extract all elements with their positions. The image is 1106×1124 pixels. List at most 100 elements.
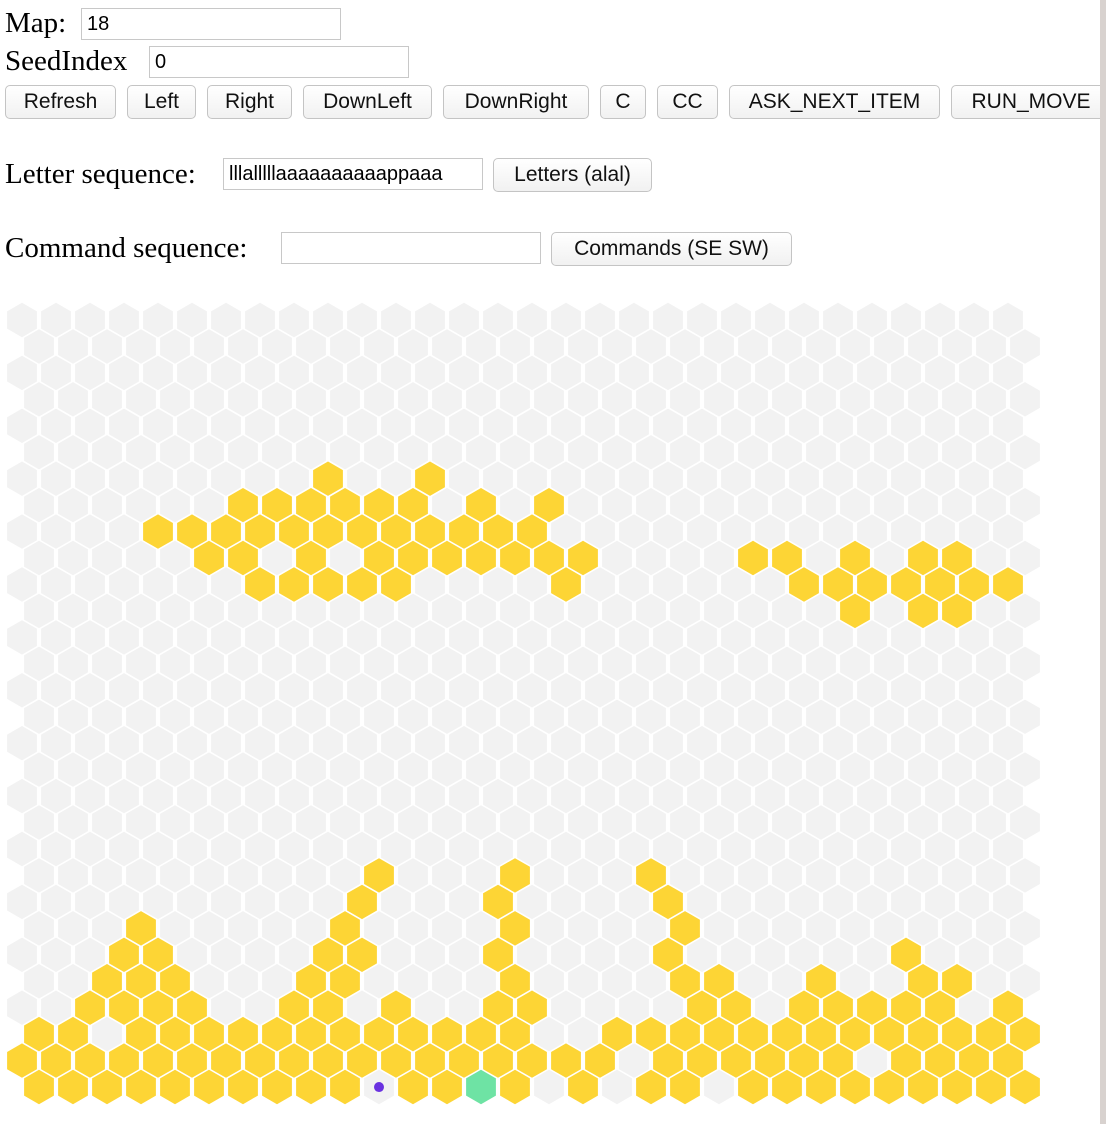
letters-button[interactable]: Letters (alal): [493, 158, 652, 192]
hex-cell: [976, 805, 1006, 840]
hex-cell: [789, 461, 819, 496]
hex-cell: [755, 831, 785, 867]
hex-cell: [500, 964, 530, 999]
hex-cell: [364, 1016, 394, 1052]
hex-cell: [636, 699, 666, 734]
hex-cell: [177, 831, 207, 867]
hex-cell: [891, 884, 921, 920]
hex-cell: [602, 540, 632, 576]
hex-cell: [823, 514, 853, 549]
hex-cell: [500, 540, 530, 576]
hex-cell: [143, 355, 173, 391]
hex-cell: [177, 355, 207, 391]
hex-cell: [602, 1069, 632, 1105]
hex-cell: [1010, 699, 1040, 734]
hex-cell: [92, 435, 122, 470]
hex-cell: [806, 540, 836, 576]
hex-cell: [211, 778, 241, 814]
hex-cell: [636, 964, 666, 999]
hex-cell: [92, 329, 122, 364]
hex-cell: [313, 408, 343, 443]
hex-cell: [109, 1043, 139, 1078]
hex-cell: [58, 805, 88, 840]
hex-cell: [143, 1043, 173, 1078]
hex-cell: [296, 858, 326, 893]
hex-cell: [296, 911, 326, 946]
hex-cell: [483, 990, 513, 1025]
action-button[interactable]: Refresh: [5, 85, 116, 119]
hex-cell: [806, 1069, 836, 1105]
commands-button[interactable]: Commands (SE SW): [551, 232, 792, 266]
hex-cell: [1010, 435, 1040, 470]
hex-cell: [500, 1016, 530, 1052]
hex-cell: [381, 673, 411, 708]
action-button[interactable]: Right: [207, 85, 292, 119]
hex-cell: [194, 1069, 224, 1105]
hex-cell: [296, 593, 326, 629]
hex-cell: [228, 382, 258, 417]
hex-cell: [1010, 805, 1040, 840]
hex-cell: [704, 540, 734, 576]
hex-cell: [24, 540, 54, 576]
hex-cell: [636, 540, 666, 576]
hex-cell: [364, 435, 394, 470]
hex-cell: [874, 435, 904, 470]
hex-cell: [245, 514, 275, 549]
hex-cell: [874, 858, 904, 893]
hex-cell: [398, 752, 428, 787]
hex-cell: [211, 937, 241, 972]
hex-cell: [687, 778, 717, 814]
hex-cell: [755, 673, 785, 708]
hex-cell: [857, 514, 887, 549]
hex-cell: [755, 778, 785, 814]
hex-cell: [585, 726, 615, 761]
hex-cell: [755, 461, 785, 496]
hex-cell: [313, 567, 343, 602]
hex-cell: [296, 329, 326, 364]
hex-cell: [823, 831, 853, 867]
hex-cell: [517, 831, 547, 867]
action-button[interactable]: CC: [657, 85, 718, 119]
action-button[interactable]: C: [600, 85, 646, 119]
hex-cell: [959, 1043, 989, 1078]
hex-cell: [551, 831, 581, 867]
action-button[interactable]: RUN_MOVE: [951, 85, 1106, 119]
letter-input[interactable]: lllalllllaaaaaaaaaappaaa: [223, 158, 483, 190]
hex-cell: [398, 435, 428, 470]
hex-cell: [993, 302, 1023, 338]
hex-cell: [789, 355, 819, 391]
action-button[interactable]: DownRight: [443, 85, 589, 119]
hex-cell: [959, 778, 989, 814]
hex-cell: [619, 620, 649, 655]
hex-cell: [670, 329, 700, 364]
hex-cell: [585, 302, 615, 338]
action-button[interactable]: ASK_NEXT_ITEM: [729, 85, 940, 119]
hex-cell: [534, 858, 564, 893]
hex-cell: [738, 752, 768, 787]
hex-cell: [823, 937, 853, 972]
action-button[interactable]: Left: [127, 85, 196, 119]
hex-cell: [534, 382, 564, 417]
hex-cell: [415, 884, 445, 920]
hex-cell: [619, 461, 649, 496]
hex-cell: [279, 990, 309, 1025]
hex-cell: [687, 884, 717, 920]
command-input[interactable]: [281, 232, 541, 264]
hex-cell: [279, 514, 309, 549]
hex-cell: [874, 1069, 904, 1105]
action-button[interactable]: DownLeft: [303, 85, 432, 119]
hex-cell: [211, 726, 241, 761]
hex-cell: [942, 1016, 972, 1052]
hex-cell: [449, 355, 479, 391]
hex-cell: [551, 990, 581, 1025]
seed-input[interactable]: 0: [149, 46, 409, 78]
hex-cell: [177, 302, 207, 338]
hex-cell: [160, 1016, 190, 1052]
hex-cell: [670, 382, 700, 417]
hex-cell: [976, 858, 1006, 893]
map-input[interactable]: 18: [81, 8, 341, 40]
hex-cell: [41, 778, 71, 814]
hex-cell: [517, 461, 547, 496]
hex-cell: [874, 805, 904, 840]
hex-cell: [1010, 911, 1040, 946]
